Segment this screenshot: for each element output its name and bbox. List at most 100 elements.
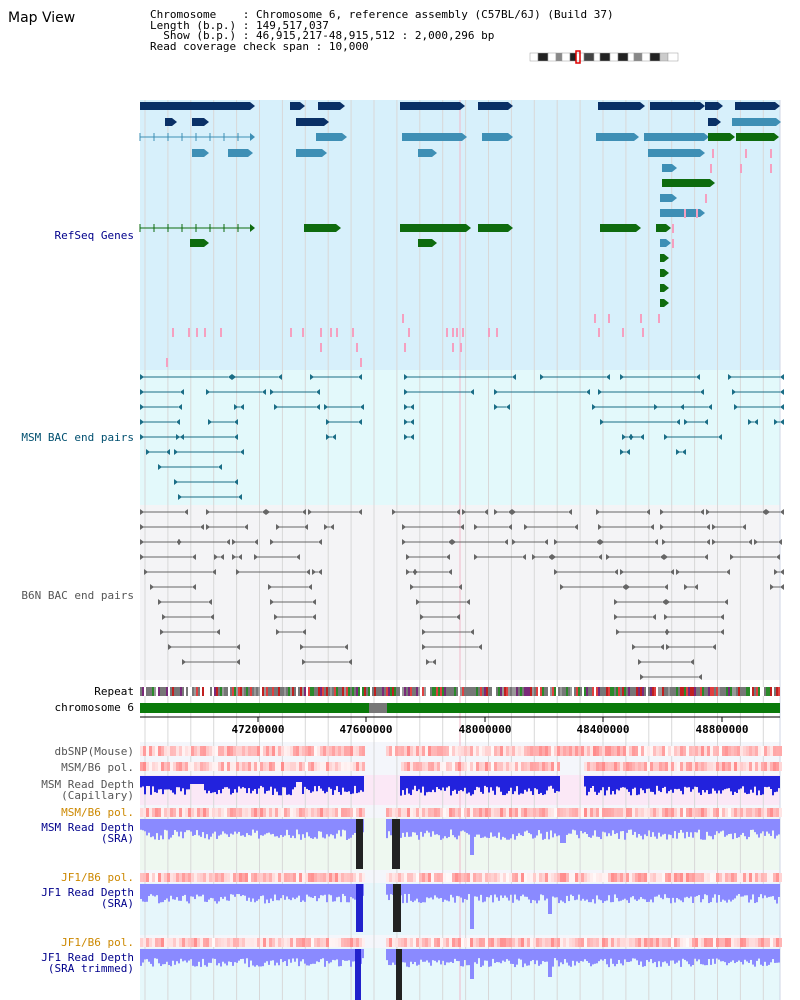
msm-sra-depth-bar bbox=[662, 819, 664, 835]
dbsnp-cell bbox=[686, 746, 689, 756]
track-label-msm-b6-pol-2[interactable]: MSM/B6 pol. bbox=[61, 806, 134, 819]
repeat-element bbox=[364, 687, 366, 696]
jf1-trim-depth-bar bbox=[226, 949, 228, 966]
dbsnp-cell bbox=[347, 746, 350, 756]
jf1-trim-depth-bar bbox=[702, 949, 704, 965]
track-label-msm-b6-pol-1[interactable]: MSM/B6 pol. bbox=[61, 761, 134, 774]
jf1-trim-depth-bar bbox=[690, 949, 692, 967]
jf1-pol-cell bbox=[545, 938, 548, 947]
jf1-trim-depth-bar bbox=[480, 949, 482, 968]
bac-end-marker bbox=[638, 659, 642, 665]
track-label-msm-depth-sra[interactable]: MSM Read Depth (SRA) bbox=[41, 821, 134, 845]
bac-end-marker bbox=[330, 524, 334, 530]
jf1-pol-cell bbox=[305, 873, 308, 882]
jf1-sra-depth-bar bbox=[574, 884, 576, 901]
repeat-element bbox=[182, 687, 184, 696]
jf1-pol-cell bbox=[692, 938, 695, 947]
jf1-pol-cell bbox=[350, 938, 353, 947]
msm-sra-depth-bar bbox=[386, 819, 388, 839]
jf1-pol-cell bbox=[233, 938, 236, 947]
msm-capillary-depth-bar bbox=[142, 776, 144, 787]
jf1-pol-cell bbox=[239, 873, 242, 882]
msm-pol-cell bbox=[590, 808, 593, 817]
track-label-chromosome[interactable]: chromosome 6 bbox=[54, 701, 134, 714]
msm-sra-depth-bar bbox=[766, 819, 768, 832]
track-label-b6n-bac[interactable]: B6N BAC end pairs bbox=[21, 589, 134, 602]
jf1-trim-depth-bar bbox=[760, 949, 762, 965]
strand-arrow bbox=[342, 133, 347, 141]
jf1-sra-depth-bar bbox=[498, 884, 500, 901]
msm-sra-depth-bar bbox=[206, 819, 208, 835]
msm-sra-depth-bar bbox=[416, 819, 418, 836]
msm-sra-depth-bar bbox=[630, 819, 632, 830]
jf1-pol-cell bbox=[230, 873, 233, 882]
strand-arrow bbox=[634, 133, 639, 141]
msm-pol-cell bbox=[269, 808, 272, 817]
bac-end-marker bbox=[662, 539, 666, 545]
jf1-sra-depth-bar bbox=[620, 884, 622, 901]
bac-end-marker bbox=[676, 419, 680, 425]
track-label-repeat[interactable]: Repeat bbox=[94, 685, 134, 698]
strand-arrow bbox=[432, 149, 437, 157]
msm-pol-cell bbox=[515, 762, 518, 771]
bac-end-marker bbox=[504, 539, 508, 545]
msm-sra-depth-bar bbox=[310, 819, 312, 839]
repeat-element bbox=[778, 687, 780, 696]
snp-mark bbox=[360, 358, 362, 367]
repeat-element bbox=[696, 687, 698, 696]
jf1-trim-depth-bar bbox=[452, 949, 454, 963]
repeat-element bbox=[394, 687, 396, 696]
track-label-jf1-b6-pol-1[interactable]: JF1/B6 pol. bbox=[61, 871, 134, 884]
jf1-pol-cell bbox=[521, 938, 524, 947]
msm-capillary-depth-bar bbox=[434, 776, 436, 793]
bac-end-marker bbox=[236, 659, 240, 665]
bac-end-marker bbox=[254, 539, 258, 545]
jf1-pol-cell bbox=[317, 938, 320, 947]
jf1-pol-cell bbox=[221, 938, 224, 947]
bac-end-marker bbox=[232, 554, 236, 560]
repeat-element bbox=[486, 687, 488, 696]
msm-capillary-depth-bar bbox=[488, 776, 490, 793]
msm-pol-cell bbox=[758, 762, 761, 771]
msm-capillary-depth-bar bbox=[446, 776, 448, 788]
msm-sra-depth-bar bbox=[182, 819, 184, 839]
track-label-msm-bac[interactable]: MSM BAC end pairs bbox=[21, 431, 134, 444]
repeat-element bbox=[766, 687, 768, 696]
jf1-trim-depth-bar bbox=[482, 949, 484, 966]
msm-pol-cell bbox=[548, 762, 551, 771]
jf1-pol-cell bbox=[566, 873, 569, 882]
jf1-trim-depth-bar bbox=[292, 949, 294, 959]
msm-pol-cell bbox=[308, 762, 311, 771]
bac-end-marker bbox=[712, 644, 716, 650]
repeat-element bbox=[568, 687, 570, 696]
snp-mark bbox=[204, 328, 206, 337]
msm-capillary-depth-bar bbox=[536, 776, 538, 790]
track-label-dbsnp[interactable]: dbSNP(Mouse) bbox=[54, 745, 134, 758]
repeat-element bbox=[234, 687, 236, 696]
jf1-sra-depth-bar bbox=[408, 884, 410, 894]
track-label-jf1-depth-trimmed[interactable]: JF1 Read Depth (SRA trimmed) bbox=[41, 951, 134, 975]
msm-pol-cell bbox=[197, 808, 200, 817]
msm-sra-depth-bar bbox=[234, 819, 236, 832]
msm-capillary-depth-bar bbox=[502, 776, 504, 796]
track-label-jf1-depth-sra[interactable]: JF1 Read Depth (SRA) bbox=[41, 886, 134, 910]
bac-end-marker bbox=[730, 554, 734, 560]
repeat-element bbox=[508, 687, 510, 696]
snp-mark bbox=[446, 328, 448, 337]
jf1-sra-depth-bar bbox=[196, 884, 198, 895]
jf1-pol-cell bbox=[563, 873, 566, 882]
msm-pol-cell bbox=[338, 808, 341, 817]
track-label-refseq-genes[interactable]: RefSeq Genes bbox=[54, 229, 134, 242]
jf1-pol-cell bbox=[164, 873, 167, 882]
track-label-jf1-b6-pol-2[interactable]: JF1/B6 pol. bbox=[61, 936, 134, 949]
snp-mark bbox=[452, 343, 454, 352]
track-label-msm-depth-capillary[interactable]: MSM Read Depth (Capillary) bbox=[41, 778, 134, 802]
bac-end-marker bbox=[640, 434, 644, 440]
msm-sra-depth-bar bbox=[536, 819, 538, 836]
msm-capillary-depth-bar bbox=[470, 776, 472, 796]
jf1-pol-cell bbox=[731, 873, 734, 882]
jf1-sra-depth-bar bbox=[532, 884, 534, 900]
jf1-sra-depth-bar bbox=[490, 884, 492, 896]
repeat-element bbox=[312, 687, 314, 696]
